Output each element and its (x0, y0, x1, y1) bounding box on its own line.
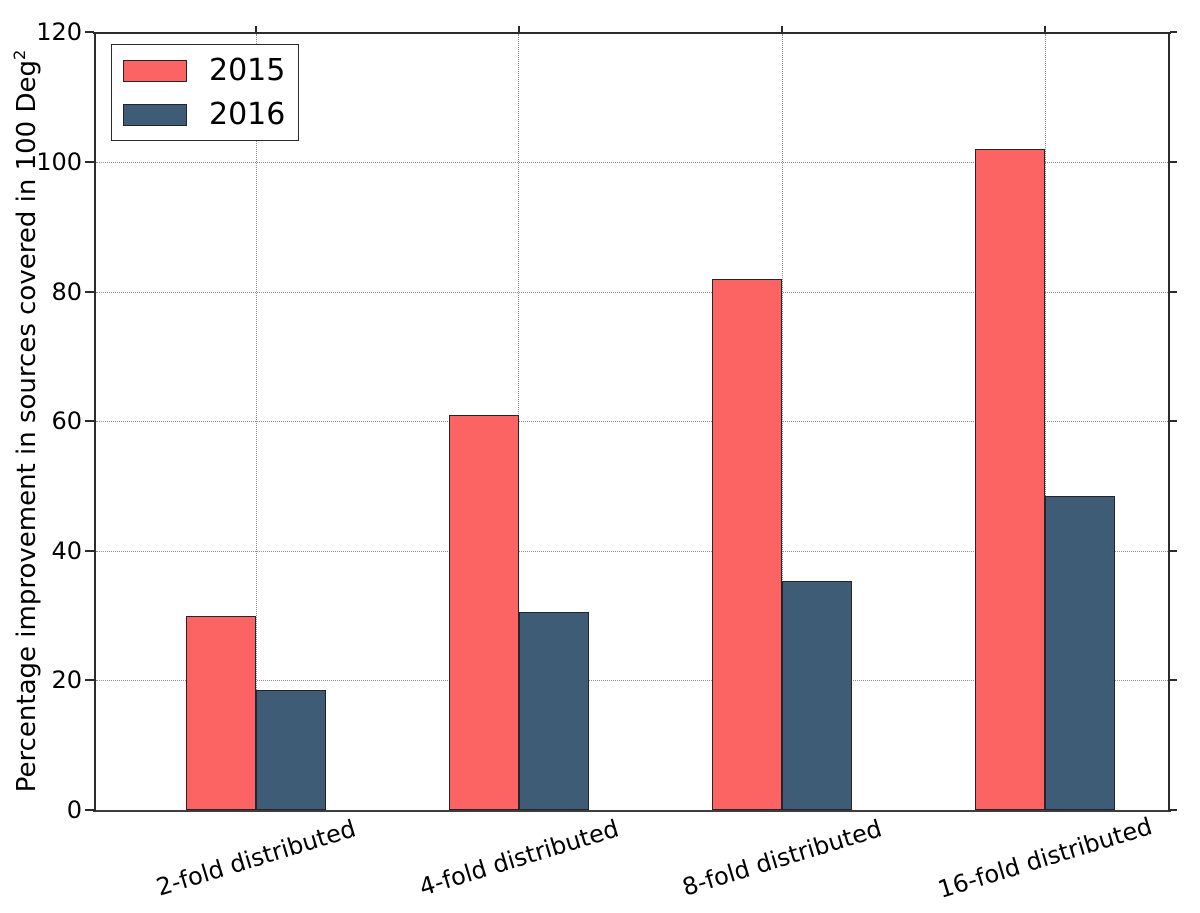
y-tick-mark-right (1170, 679, 1177, 682)
y-tick-label: 20 (51, 666, 82, 695)
left-spine (94, 32, 96, 812)
y-tick-mark (85, 809, 94, 811)
y-tick-mark-right (1170, 290, 1177, 293)
y-tick-label: 0 (66, 796, 82, 824)
bar-2015-4 (975, 149, 1045, 810)
y-tick-mark (85, 31, 94, 34)
y-tick-label: 100 (36, 148, 82, 176)
y-tick-label: 120 (36, 18, 82, 47)
vertical-gridline (1044, 34, 1046, 810)
legend-label: 2016 (209, 96, 286, 132)
legend-row: 2016 (123, 96, 298, 132)
x-tick-mark (255, 26, 257, 32)
y-tick-mark-right (1170, 161, 1177, 163)
y-tick-mark-right (1170, 809, 1177, 811)
bar-2015-1 (186, 615, 256, 810)
vertical-gridline (518, 34, 519, 810)
right-spine (1168, 32, 1170, 812)
bar-2015-2 (448, 414, 519, 810)
y-tick-mark (85, 549, 94, 552)
y-axis-label-superscript: 2 (10, 49, 30, 61)
x-tick-mark (781, 26, 783, 32)
x-tick-label: 16-fold distributed (934, 812, 1156, 904)
bar-2016-3 (782, 580, 852, 810)
x-tick-label: 4-fold distributed (415, 814, 622, 902)
legend-label: 2015 (209, 52, 286, 88)
plot-area: 0 20 40 60 80 100 120 2-fold distributed 4-fold … (36, 18, 1177, 904)
y-tick-mark (85, 679, 94, 682)
horizontal-gridline (96, 162, 1168, 163)
vertical-gridline (781, 34, 783, 810)
y-tick-mark-right (1170, 420, 1177, 423)
bar-2016-2 (518, 611, 589, 810)
horizontal-gridline (96, 291, 1168, 293)
y-tick-mark (85, 290, 94, 293)
x-tick-mark (517, 26, 520, 32)
vertical-gridline (255, 34, 257, 810)
x-tick-mark (1044, 26, 1046, 32)
horizontal-gridline (96, 550, 1168, 552)
y-tick-mark-right (1170, 549, 1177, 552)
y-tick-mark (85, 420, 94, 423)
bottom-spine (93, 810, 1171, 812)
horizontal-gridline (96, 680, 1168, 682)
x-tick-label: 2-fold distributed (153, 814, 359, 902)
horizontal-gridline (96, 421, 1168, 423)
y-tick-mark-right (1170, 31, 1177, 34)
y-tick-mark (85, 161, 94, 163)
legend-swatch (123, 59, 187, 82)
y-tick-label: 80 (51, 277, 82, 306)
y-tick-label: 60 (51, 407, 82, 436)
x-tick-label: 8-fold distributed (679, 814, 885, 902)
top-spine (93, 32, 1171, 34)
legend-row: 2015 (123, 52, 298, 88)
bar-2016-4 (1045, 495, 1115, 810)
bar-2015-3 (712, 278, 782, 810)
legend: 2015 2016 (111, 44, 299, 141)
legend-swatch (123, 103, 187, 126)
bar-2016-1 (256, 690, 326, 810)
y-tick-label: 40 (51, 536, 82, 565)
